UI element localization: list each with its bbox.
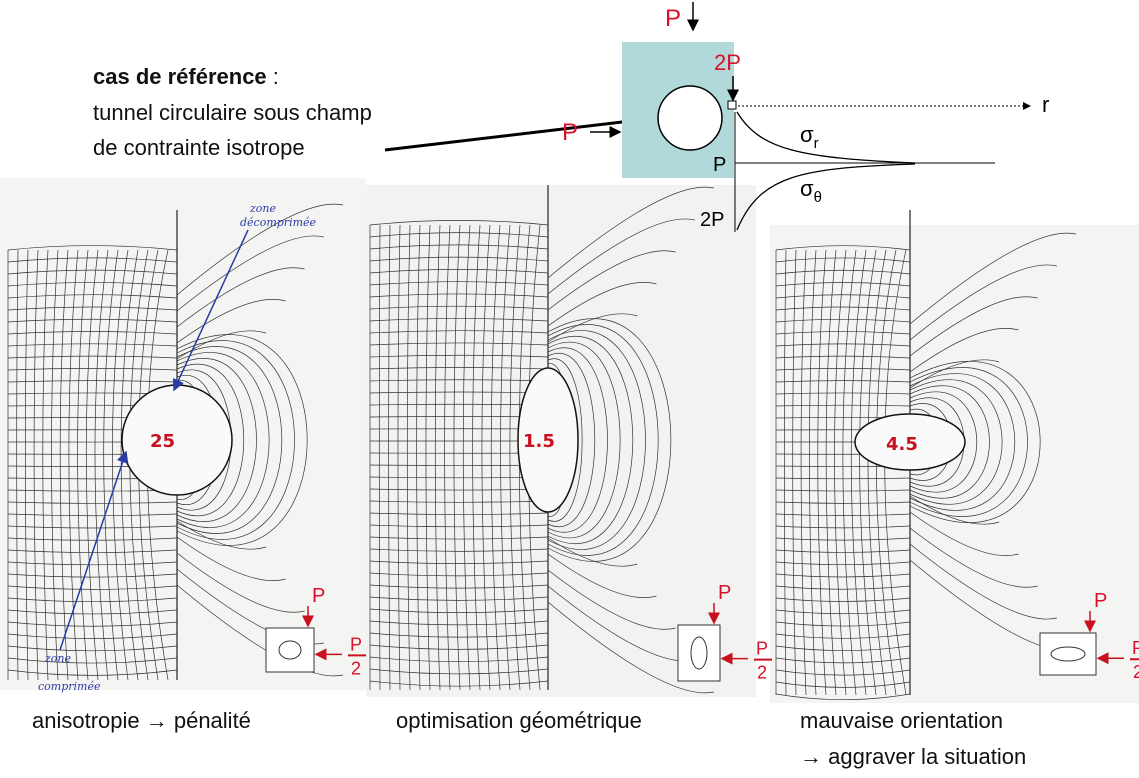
panel-bg	[770, 225, 1139, 703]
factor: 1.5	[523, 431, 555, 452]
reference-heading: cas de référence :	[93, 64, 279, 89]
reference-title: cas de référence	[93, 64, 267, 89]
reference-arrow	[385, 118, 656, 150]
inset-load: P	[1094, 590, 1107, 612]
caption: → aggraver la situation	[800, 744, 1026, 769]
inset-box	[1040, 633, 1096, 675]
caption: anisotropie → pénalité	[32, 708, 251, 733]
label-2p: 2P	[714, 50, 741, 75]
label-p: P	[562, 119, 578, 146]
caption: mauvaise orientation	[800, 708, 1003, 733]
inset-load-num: P	[1132, 638, 1139, 658]
label-r: r	[1042, 92, 1049, 117]
inset-load: P	[312, 585, 325, 607]
opening	[122, 385, 232, 495]
factor: 25	[150, 431, 175, 452]
annotation: comprimée	[38, 680, 101, 693]
inset-load-den: 2	[1133, 662, 1139, 682]
element	[728, 101, 736, 109]
annotation: décomprimée	[240, 216, 317, 229]
inset-load-num: P	[756, 639, 768, 659]
sigma-r: σr	[800, 122, 819, 152]
sigma-theta: σθ	[800, 176, 822, 206]
inset-box	[266, 628, 314, 672]
inset-load: P	[718, 582, 731, 604]
label-p: P	[665, 5, 681, 32]
annotation: zone	[44, 652, 72, 665]
slide: cas de référence : tunnel circulaire sou…	[0, 0, 1139, 778]
tunnel	[658, 86, 722, 150]
subscript: r	[814, 135, 819, 152]
sigma-theta-curve	[737, 164, 915, 230]
inset-load-den: 2	[351, 658, 361, 678]
reference-line: de contrainte isotrope	[93, 135, 305, 160]
subscript: θ	[814, 189, 822, 206]
sigma-r-curve	[737, 112, 915, 163]
label-p: P	[713, 154, 726, 176]
annotation: zone	[249, 202, 277, 215]
reference-line: tunnel circulaire sous champ	[93, 100, 372, 125]
reference-colon: :	[267, 64, 279, 89]
inset-load-num: P	[350, 634, 362, 654]
sigma: σ	[800, 176, 814, 201]
caption: optimisation géométrique	[396, 708, 642, 733]
inset-box	[678, 625, 720, 681]
sigma: σ	[800, 122, 814, 147]
factor: 4.5	[886, 434, 918, 455]
inset-load-den: 2	[757, 663, 767, 683]
label-2p: 2P	[700, 209, 724, 231]
